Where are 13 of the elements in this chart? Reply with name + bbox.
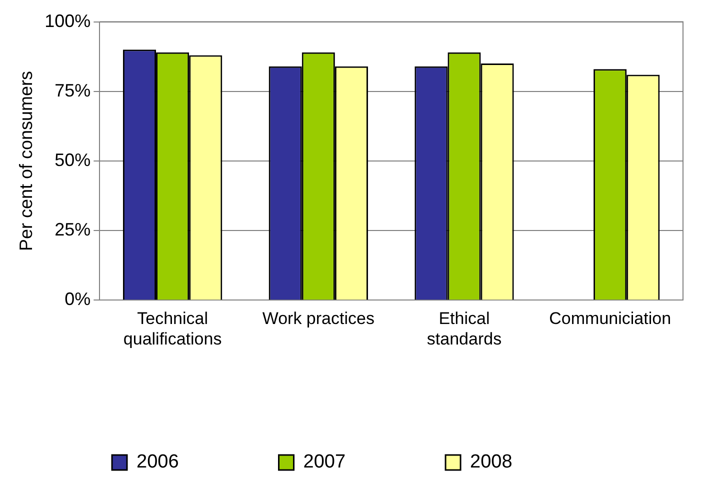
x-tick-label: Communiciation: [549, 309, 672, 328]
legend-label: 2008: [470, 452, 512, 473]
y-tick-label: 50%: [54, 150, 91, 170]
legend-label: 2006: [136, 452, 179, 473]
x-tick-label: Ethical standards: [426, 309, 502, 348]
x-tick-label: Work practices: [262, 309, 374, 328]
legend-label: 2007: [303, 452, 346, 473]
y-tick-label: 0%: [64, 289, 91, 310]
y-tick-label: 100%: [44, 10, 91, 31]
y-tick-label: 75%: [54, 80, 91, 100]
x-tick-label: Technical qualifications: [123, 309, 222, 348]
y-tick-label: 25%: [54, 220, 91, 240]
y-axis-title: Per cent of consumers: [16, 70, 36, 252]
